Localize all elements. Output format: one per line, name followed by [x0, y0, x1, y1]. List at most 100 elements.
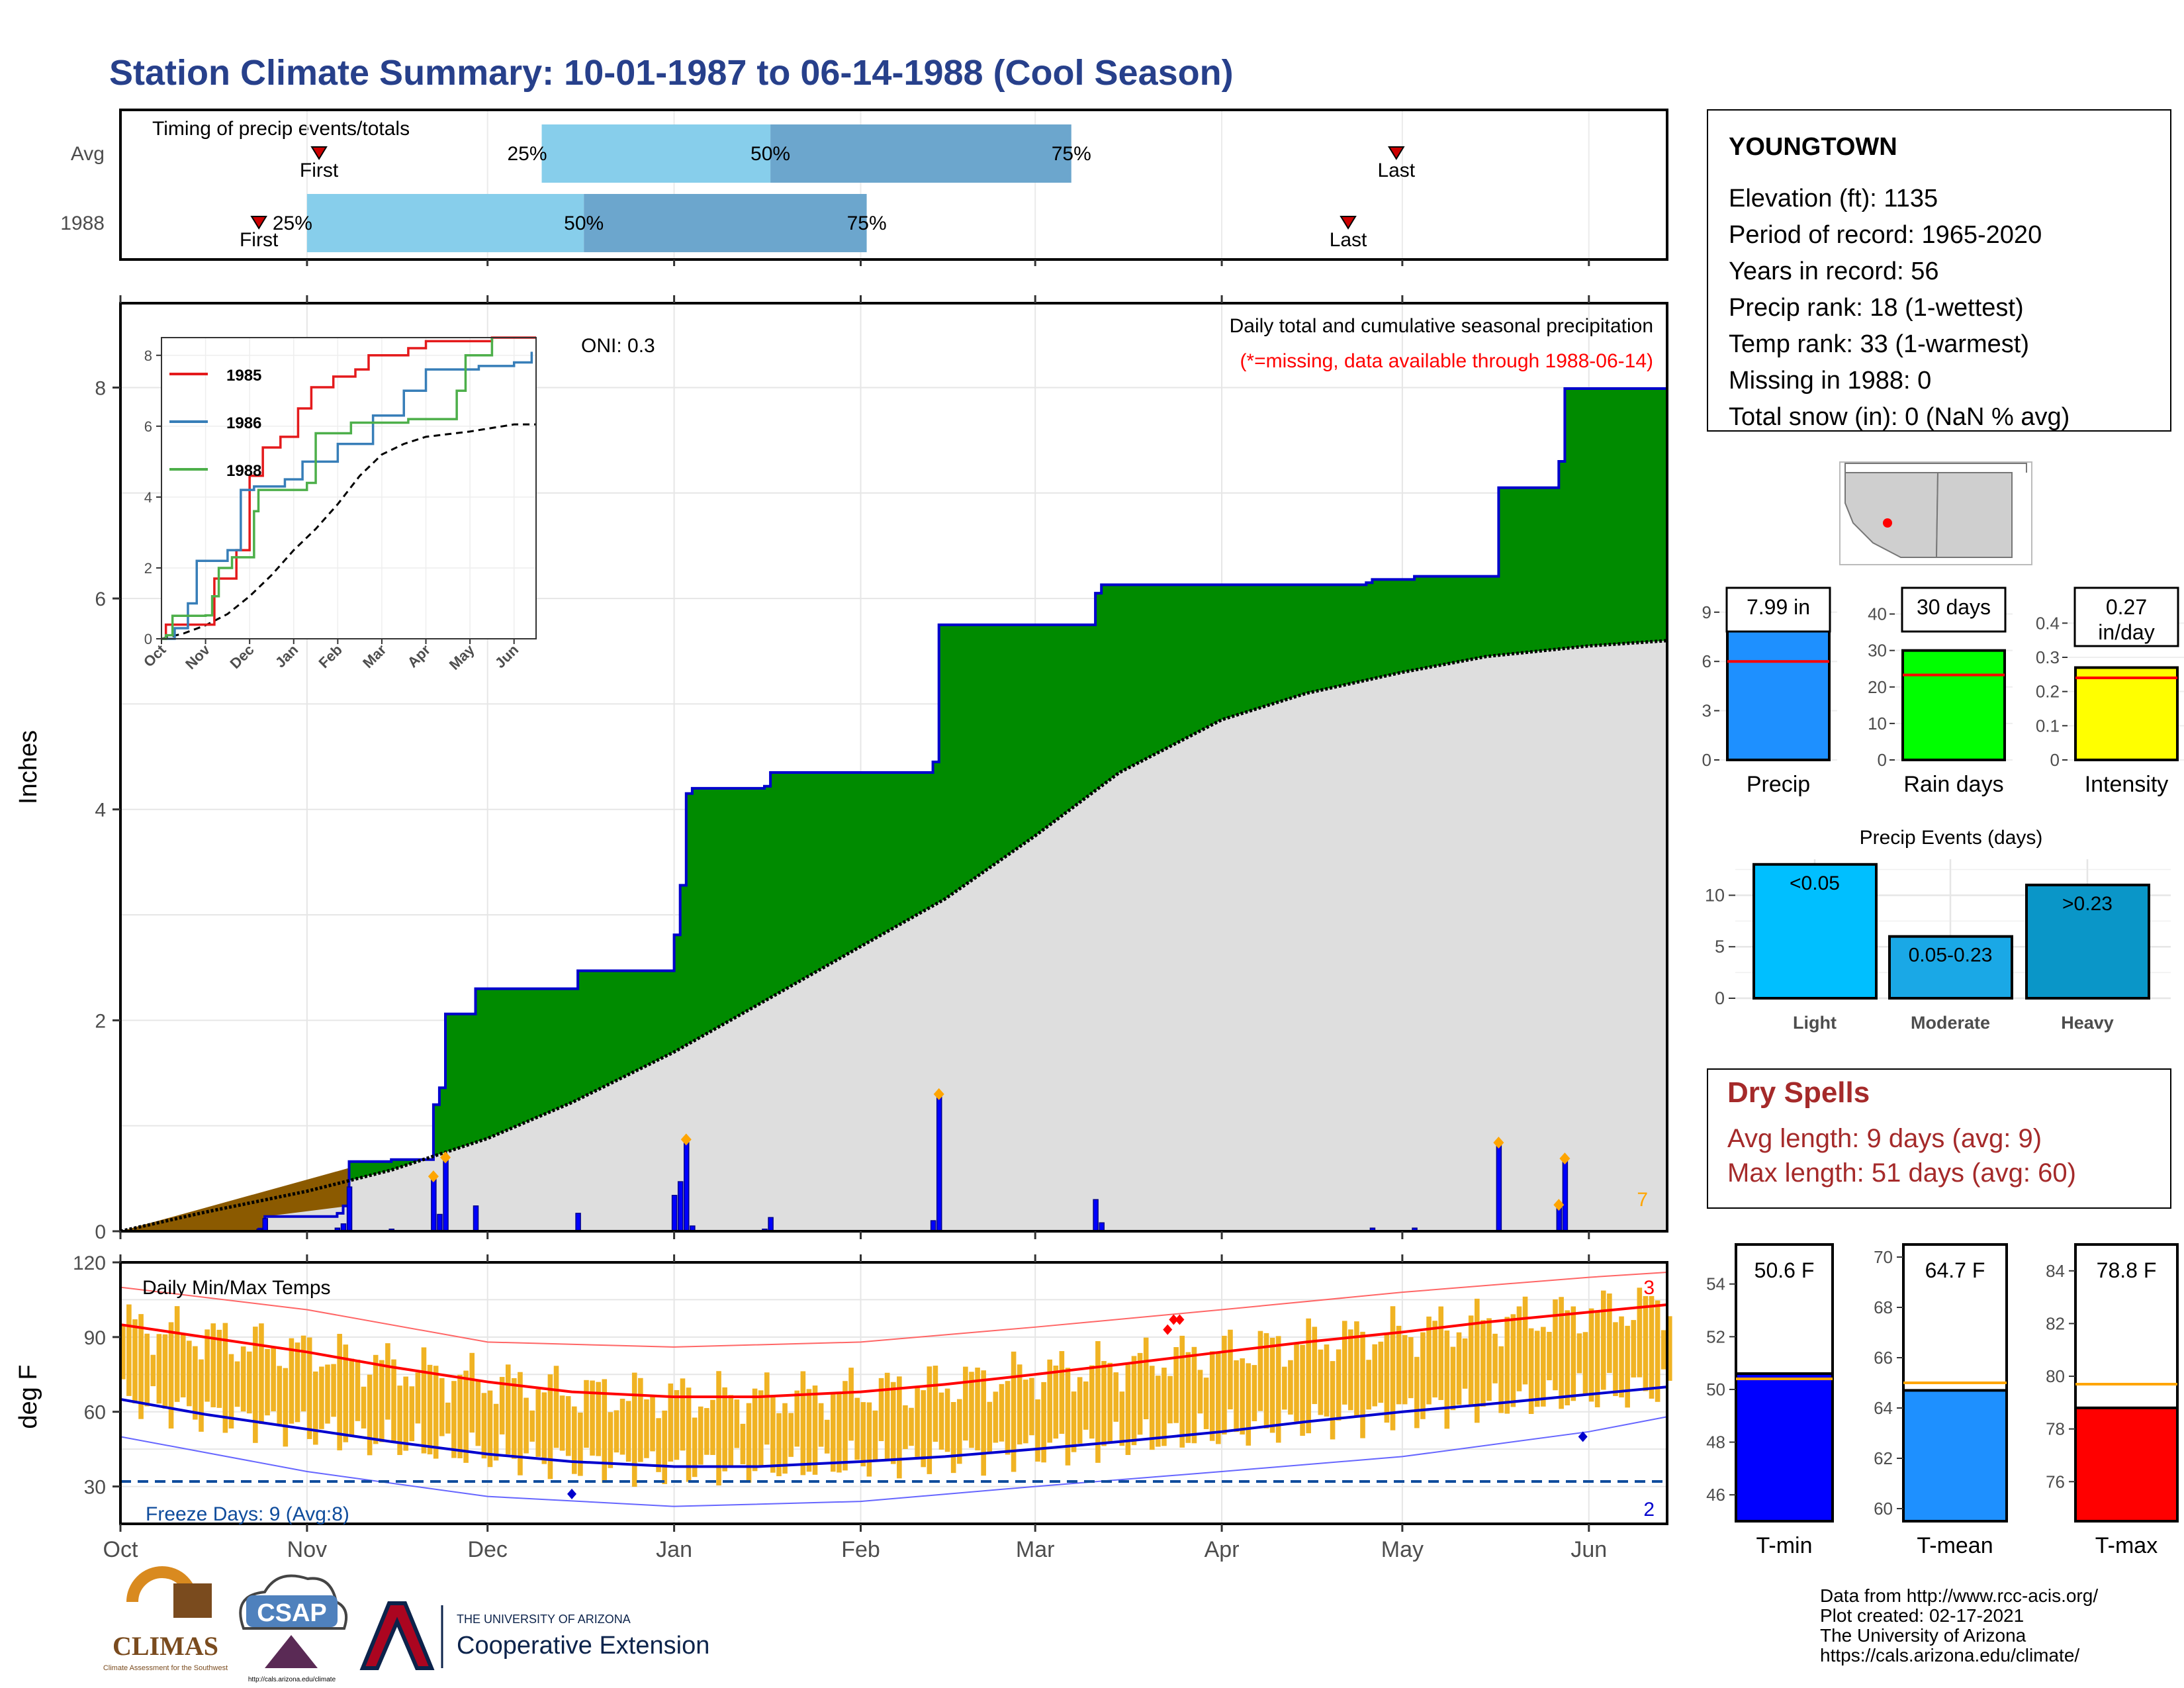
csap-logo: CSAP http://cals.arizona.edu/climate — [239, 1574, 347, 1683]
daily-temp-bar — [1534, 1331, 1540, 1407]
timing-bar-q25-q50 — [306, 194, 584, 252]
heavy-day-marker — [428, 1170, 439, 1183]
daily-temp-bar — [1613, 1322, 1618, 1396]
daily-temp-bar — [1185, 1352, 1191, 1443]
inset-y-tick-label: 2 — [144, 560, 152, 577]
first-event-marker — [250, 216, 267, 230]
temp-y-tick-label: 120 — [73, 1252, 106, 1274]
mini-y-tick-label: 0.4 — [2036, 613, 2060, 633]
daily-precip-bar — [930, 1220, 936, 1232]
last-event-marker — [1340, 216, 1357, 230]
daily-temp-bar — [884, 1372, 890, 1462]
daily-temp-bar — [1173, 1347, 1179, 1423]
daily-temp-bar — [162, 1334, 168, 1409]
daily-temp-bar — [806, 1389, 812, 1472]
heavy-day-marker — [1493, 1137, 1504, 1149]
yr-first-label: First — [240, 229, 279, 251]
daily-temp-bar — [1113, 1372, 1119, 1422]
temp-summary-category-label: T-mean — [1917, 1533, 1993, 1558]
temp-summary-y-tick-label: 80 — [2046, 1366, 2065, 1386]
record-low-count: 2 — [1643, 1499, 1655, 1521]
mini-y-tick-label: 6 — [1702, 651, 1711, 671]
daily-temp-bar — [1336, 1349, 1342, 1421]
daily-temp-bar — [656, 1418, 661, 1472]
daily-temp-bar — [1203, 1378, 1209, 1429]
daily-temp-bar — [909, 1407, 914, 1446]
daily-temp-bar — [1089, 1365, 1095, 1439]
daily-temp-bar — [144, 1333, 150, 1407]
station-location-dot — [1883, 518, 1892, 528]
daily-temp-bar — [938, 1392, 944, 1450]
daily-temp-bar — [631, 1372, 637, 1487]
events-y-tick-label: 0 — [1715, 988, 1725, 1008]
daily-temp-bar — [1029, 1378, 1034, 1436]
mini-y-tick-label: 0.1 — [2036, 716, 2060, 735]
daily-temp-bar — [1354, 1321, 1359, 1417]
daily-temp-bar — [596, 1382, 601, 1456]
daily-temp-bar — [848, 1368, 854, 1441]
precip-y-tick-label: 0 — [95, 1221, 106, 1243]
daily-temp-bar — [1161, 1368, 1167, 1446]
daily-precip-bar — [262, 1218, 268, 1232]
credit-line-university: The University of Arizona — [1820, 1625, 2026, 1646]
daily-temp-bar — [216, 1329, 222, 1408]
page-title: Station Climate Summary: 10-01-1987 to 0… — [109, 53, 1234, 93]
daily-temp-bar — [927, 1366, 933, 1474]
daily-precip-bar — [768, 1217, 774, 1232]
daily-temp-bar — [794, 1390, 800, 1447]
precip-chart-title: Daily total and cumulative seasonal prec… — [1230, 315, 1653, 337]
daily-temp-bar — [1402, 1335, 1408, 1405]
daily-temp-bar — [253, 1327, 258, 1443]
mini-y-tick-label: 0 — [2050, 750, 2060, 770]
timing-frame — [119, 109, 1668, 261]
precip-y-tick-label: 2 — [95, 1010, 106, 1032]
daily-precip-bar — [575, 1213, 581, 1232]
station-line-precip-rank: Precip rank: 18 (1-wettest) — [1729, 294, 2024, 322]
precip-panel: 0 2 4 6 8 Inches Daily total and cumulative … — [15, 295, 1668, 1243]
daily-temp-bar — [373, 1354, 379, 1444]
inset-series-line-1986 — [161, 352, 533, 640]
last-event-marker — [1388, 146, 1405, 160]
temp-summary-y-tick-label: 62 — [1874, 1448, 1893, 1468]
daily-temp-bar — [1306, 1318, 1311, 1434]
record-high-count: 3 — [1643, 1277, 1655, 1299]
daily-temp-bar — [150, 1354, 156, 1387]
daily-temp-bar — [818, 1403, 824, 1447]
inset-y-tick-label: 8 — [144, 348, 152, 364]
temp-axis-ticks: 30 60 90 120 Oct Nov Dec Jan Feb Mar Apr May Jun — [73, 1252, 1607, 1562]
daily-temp-bar — [680, 1378, 686, 1451]
mini-value-box — [1901, 586, 2007, 633]
dry-spells-max: Max length: 51 days (avg: 60) — [1727, 1158, 2076, 1188]
season-summary-bars: 0 3 6 9 Precip 7.99 in 0 10 20 30 40 Rain days 30 da… — [1702, 586, 2184, 797]
cumulative-observed-line — [120, 387, 1667, 1233]
daily-temp-bar — [427, 1364, 433, 1455]
avg-last-label: Last — [1377, 160, 1415, 181]
station-line-period: Period of record: 1965-2020 — [1729, 221, 2042, 249]
daily-temp-bar — [529, 1410, 535, 1442]
temp-summary-y-tick-label: 82 — [2046, 1313, 2065, 1333]
mini-y-tick-label: 10 — [1868, 714, 1887, 733]
daily-temp-bar — [451, 1381, 457, 1458]
timing-row-label-1988: 1988 — [60, 212, 105, 234]
events-y-tick-label: 5 — [1715, 937, 1725, 957]
daily-temp-bar — [271, 1347, 276, 1411]
temp-summary-y-tick-label: 50 — [1706, 1380, 1725, 1399]
summary-bar-group-0: 0 3 6 9 Precip 7.99 in — [1702, 586, 1837, 797]
temp-summary-y-tick-label: 48 — [1706, 1432, 1725, 1452]
daily-temp-bar — [969, 1372, 974, 1448]
daily-temp-bar — [1553, 1299, 1558, 1391]
temp-summary-y-tick-label: 84 — [2046, 1261, 2065, 1281]
daily-temp-bar — [1119, 1391, 1125, 1446]
station-info-box: YOUNGTOWN Elevation (ft): 1135 Period of… — [1707, 109, 2171, 432]
mini-value-box — [1725, 586, 1831, 633]
daily-temp-bar — [692, 1417, 698, 1477]
daily-temp-bar — [168, 1322, 174, 1429]
daily-precip-bar — [443, 1156, 449, 1232]
daily-temp-bar — [860, 1402, 866, 1467]
temp-summary-y-tick-label: 52 — [1706, 1327, 1725, 1346]
heavy-day-marker — [440, 1151, 451, 1164]
temp-x-tick-label: Dec — [467, 1537, 507, 1562]
mini-y-tick-label: 9 — [1702, 602, 1711, 622]
events-y-tick-label: 10 — [1705, 885, 1725, 905]
temperature-summary-bars: 46 48 50 52 54 50.6 F T-min 60 62 64 66 68 70 64.7 F T… — [1706, 1243, 2179, 1558]
